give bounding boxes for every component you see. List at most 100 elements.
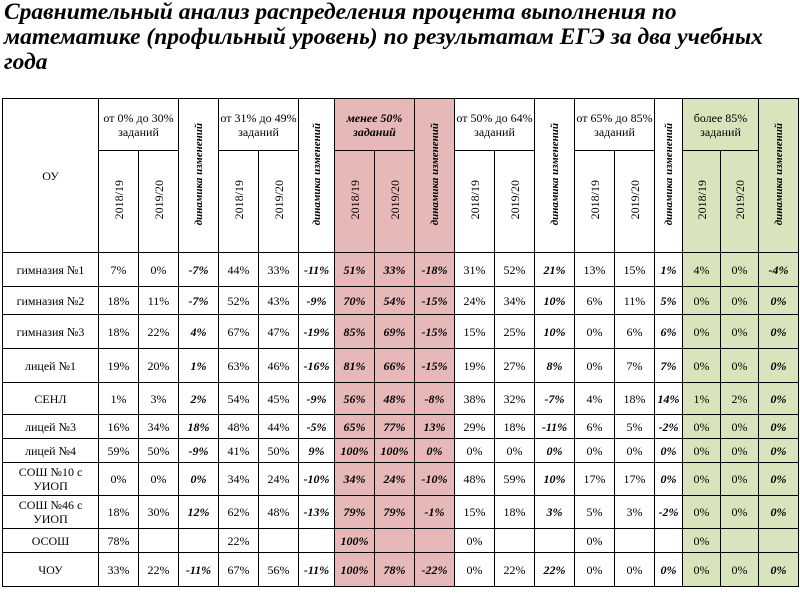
header-year-2: 2019/20 (374, 150, 415, 253)
dynamics-cell: -2% (654, 414, 683, 439)
dynamics-cell: 0% (758, 414, 799, 439)
dynamics-cell: 0% (178, 462, 219, 496)
value-cell: 19% (98, 348, 139, 383)
value-cell: 19% (454, 348, 495, 383)
dynamics-cell: -8% (414, 382, 455, 415)
value-cell: 6% (574, 286, 615, 315)
dynamics-cell: -11% (298, 252, 335, 287)
dynamics-cell: -7% (178, 252, 219, 287)
dynamics-cell: 7% (654, 348, 683, 383)
dynamics-cell (758, 528, 799, 553)
value-cell: 48% (218, 414, 259, 439)
value-cell: 0% (138, 462, 179, 496)
value-cell: 46% (258, 348, 299, 383)
dynamics-cell: -15% (414, 348, 455, 383)
value-cell (138, 528, 179, 553)
value-cell (374, 528, 415, 553)
table-row: ОСОШ 78% 22% 100% 0% 0% 0% (2, 528, 799, 553)
header-year-2: 2019/20 (258, 150, 299, 253)
value-cell: 34% (138, 414, 179, 439)
dynamics-cell: -7% (534, 382, 575, 415)
dynamics-cell: 1% (178, 348, 219, 383)
row-school-name: лицей №1 (2, 348, 99, 383)
value-cell: 38% (454, 382, 495, 415)
value-cell: 56% (258, 552, 299, 587)
dynamics-cell (298, 528, 335, 553)
value-cell: 81% (334, 348, 375, 383)
table-row: гимназия №1 7% 0% -7% 44% 33% -11% 51% 33% -18% 31… (2, 252, 799, 287)
value-cell: 0% (720, 286, 759, 315)
row-school-name: ЧОУ (2, 552, 99, 587)
header-dyn-more-85: динамика изменений (758, 98, 799, 253)
header-year-1: 2018/19 (454, 150, 495, 253)
dynamics-cell: 12% (178, 495, 219, 529)
value-cell: 22% (494, 552, 535, 587)
dynamics-cell: 0% (758, 495, 799, 529)
value-cell: 34% (218, 462, 259, 496)
dynamics-cell: 0% (654, 462, 683, 496)
value-cell: 0% (574, 438, 615, 463)
value-cell: 0% (682, 414, 721, 439)
row-school-name: ОСОШ (2, 528, 99, 553)
value-cell: 7% (98, 252, 139, 287)
value-cell: 41% (218, 438, 259, 463)
dynamics-cell: -22% (414, 552, 455, 587)
value-cell (720, 528, 759, 553)
dynamics-cell: 22% (534, 552, 575, 587)
dynamics-cell: 0% (758, 382, 799, 415)
value-cell: 15% (614, 252, 655, 287)
value-cell: 48% (374, 382, 415, 415)
dynamics-cell: -11% (534, 414, 575, 439)
value-cell: 18% (494, 495, 535, 529)
dynamics-cell: -11% (298, 552, 335, 587)
value-cell: 0% (574, 528, 615, 553)
value-cell (494, 528, 535, 553)
value-cell: 100% (334, 528, 375, 553)
header-group-more-85: более 85% заданий (682, 98, 759, 151)
dynamics-cell (414, 528, 455, 553)
value-cell: 32% (494, 382, 535, 415)
header-year-1: 2018/19 (334, 150, 375, 253)
dynamics-cell: 0% (758, 462, 799, 496)
value-cell: 77% (374, 414, 415, 439)
value-cell: 78% (98, 528, 139, 553)
dynamics-cell: -13% (298, 495, 335, 529)
value-cell: 33% (258, 252, 299, 287)
table-row: гимназия №3 18% 22% 4% 67% 47% -19% 85% 69% -15% 1… (2, 314, 799, 349)
value-cell: 1% (98, 382, 139, 415)
dynamics-cell: 0% (414, 438, 455, 463)
value-cell: 11% (138, 286, 179, 315)
value-cell: 6% (574, 414, 615, 439)
value-cell: 1% (682, 382, 721, 415)
value-cell: 0% (720, 438, 759, 463)
value-cell: 47% (258, 314, 299, 349)
header-year-2: 2019/20 (720, 150, 759, 253)
dynamics-cell: -16% (298, 348, 335, 383)
row-school-name: гимназия №1 (2, 252, 99, 287)
results-table: ОУ от 0% до 30% заданий динамика изменен… (2, 98, 799, 587)
value-cell: 18% (98, 286, 139, 315)
dynamics-cell (534, 528, 575, 553)
value-cell: 2% (720, 382, 759, 415)
dynamics-cell: -5% (298, 414, 335, 439)
value-cell: 33% (98, 552, 139, 587)
dynamics-cell: 0% (654, 438, 683, 463)
dynamics-cell: -1% (414, 495, 455, 529)
row-school-name: СЕНЛ (2, 382, 99, 415)
value-cell: 66% (374, 348, 415, 383)
value-cell: 17% (614, 462, 655, 496)
value-cell: 0% (720, 252, 759, 287)
header-dyn-31-49: динамика изменений (298, 98, 335, 253)
value-cell: 0% (682, 552, 721, 587)
value-cell: 48% (258, 495, 299, 529)
header-dyn-65-85: динамика изменений (654, 98, 683, 253)
value-cell (614, 528, 655, 553)
value-cell: 79% (374, 495, 415, 529)
header-year-1: 2018/19 (98, 150, 139, 253)
value-cell: 33% (374, 252, 415, 287)
header-group-0-30: от 0% до 30% заданий (98, 98, 179, 151)
header-year-1: 2018/19 (682, 150, 721, 253)
dynamics-cell: 0% (758, 348, 799, 383)
dynamics-cell: 13% (414, 414, 455, 439)
value-cell: 67% (218, 314, 259, 349)
